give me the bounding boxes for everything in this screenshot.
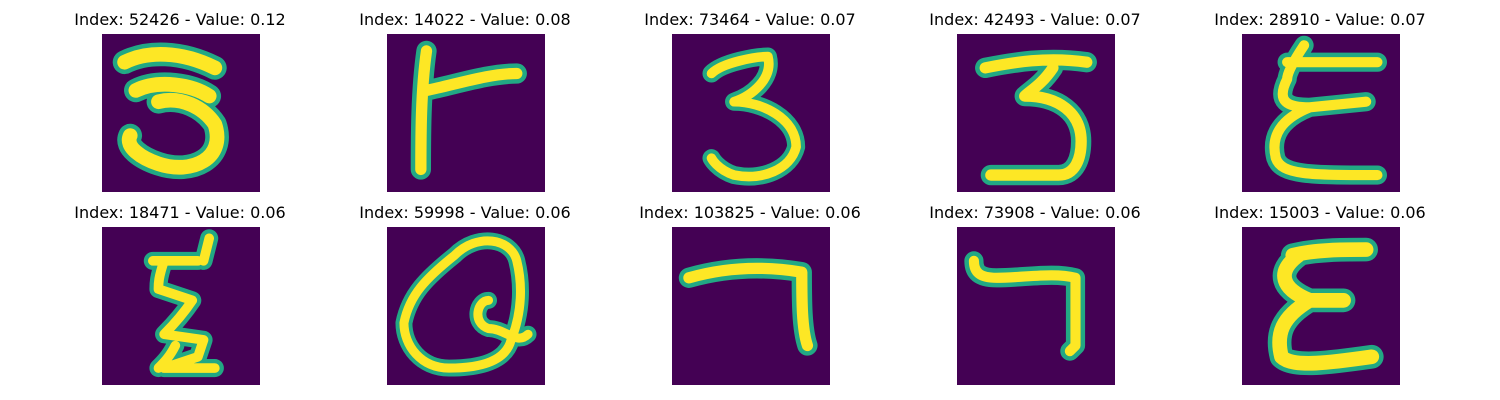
panel-title: Index: 52426 - Value: 0.12	[74, 10, 286, 29]
digit-image	[102, 34, 260, 192]
panel-title: Index: 73908 - Value: 0.06	[929, 203, 1141, 222]
digit-image	[957, 34, 1115, 192]
panel-title: Index: 28910 - Value: 0.07	[1214, 10, 1426, 29]
digit-glyph	[410, 40, 527, 180]
digit-image	[1242, 227, 1400, 385]
digit-image	[102, 227, 260, 385]
panel-title: Index: 42493 - Value: 0.07	[929, 10, 1141, 29]
digit-glyph	[678, 258, 818, 356]
digit-glyph	[975, 49, 1097, 186]
digit-glyph	[1265, 35, 1388, 185]
digit-glyph	[1267, 237, 1384, 376]
digit-glyph	[112, 42, 229, 180]
digit-image	[672, 227, 830, 385]
panel-title: Index: 15003 - Value: 0.06	[1214, 203, 1426, 222]
panel-9: Index: 73908 - Value: 0.06	[905, 203, 1165, 385]
panel-2: Index: 14022 - Value: 0.08	[335, 10, 595, 192]
digit-image	[387, 34, 545, 192]
digit-image	[672, 34, 830, 192]
panel-1: Index: 52426 - Value: 0.12	[50, 10, 310, 192]
digit-image	[1242, 34, 1400, 192]
panel-title: Index: 59998 - Value: 0.06	[359, 203, 571, 222]
panel-6: Index: 18471 - Value: 0.06	[50, 203, 310, 385]
digit-image	[387, 227, 545, 385]
digit-glyph	[395, 232, 537, 377]
panel-title: Index: 103825 - Value: 0.06	[639, 203, 861, 222]
panel-8: Index: 103825 - Value: 0.06	[620, 203, 880, 385]
panel-title: Index: 73464 - Value: 0.07	[644, 10, 856, 29]
panel-5: Index: 28910 - Value: 0.07	[1190, 10, 1450, 192]
digit-glyph	[702, 47, 806, 186]
digit-glyph	[964, 251, 1086, 361]
panel-10: Index: 15003 - Value: 0.06	[1190, 203, 1450, 385]
panel-title: Index: 18471 - Value: 0.06	[74, 203, 286, 222]
digit-glyph	[143, 229, 224, 378]
panel-3: Index: 73464 - Value: 0.07	[620, 10, 880, 192]
panel-title: Index: 14022 - Value: 0.08	[359, 10, 571, 29]
panel-4: Index: 42493 - Value: 0.07	[905, 10, 1165, 192]
panel-7: Index: 59998 - Value: 0.06	[335, 203, 595, 385]
digit-image	[957, 227, 1115, 385]
